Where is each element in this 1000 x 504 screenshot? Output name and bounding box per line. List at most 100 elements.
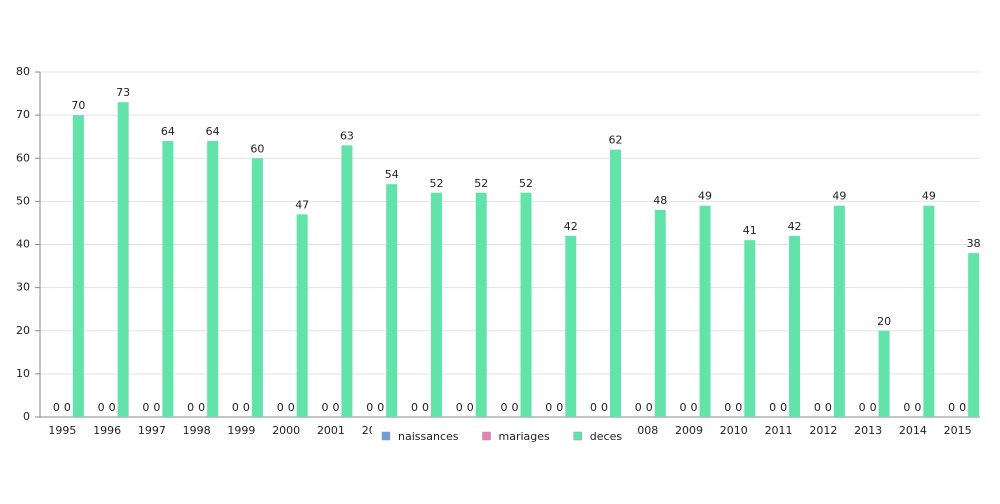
bar	[117, 102, 129, 417]
value-label: 0	[142, 401, 149, 414]
bar	[878, 330, 890, 417]
value-label: 47	[295, 198, 309, 211]
value-label: 0	[332, 401, 339, 414]
value-label: 0	[187, 401, 194, 414]
value-label: 38	[967, 237, 981, 250]
x-tick-label: 1998	[183, 424, 211, 437]
value-label: 0	[98, 401, 105, 414]
value-label: 0	[814, 401, 821, 414]
value-label: 0	[870, 401, 877, 414]
legend-label: mariages	[499, 430, 551, 443]
value-label: 63	[340, 129, 354, 142]
value-label: 0	[501, 401, 508, 414]
value-label: 64	[161, 125, 175, 138]
legend-background	[372, 426, 637, 446]
value-label: 0	[64, 401, 71, 414]
value-label: 52	[429, 177, 443, 190]
bar	[341, 145, 353, 417]
value-label: 0	[859, 401, 866, 414]
bar	[430, 192, 442, 417]
value-label: 0	[724, 401, 731, 414]
y-tick-label: 80	[16, 65, 30, 78]
bar	[296, 214, 308, 417]
value-label: 0	[467, 401, 474, 414]
value-label: 49	[698, 190, 712, 203]
value-label: 0	[456, 401, 463, 414]
value-label: 0	[646, 401, 653, 414]
value-label: 49	[922, 190, 936, 203]
legend-swatch	[573, 431, 583, 441]
value-label: 48	[653, 194, 667, 207]
bar	[520, 192, 532, 417]
bar	[923, 205, 935, 417]
value-label: 0	[153, 401, 160, 414]
bar	[207, 141, 219, 417]
y-tick-label: 30	[16, 281, 30, 294]
value-label: 0	[914, 401, 921, 414]
bar	[833, 205, 845, 417]
x-tick-label: 1997	[138, 424, 166, 437]
value-label: 0	[680, 401, 687, 414]
value-label: 0	[198, 401, 205, 414]
value-label: 0	[590, 401, 597, 414]
value-label: 49	[832, 190, 846, 203]
y-tick-label: 60	[16, 151, 30, 164]
value-label: 54	[385, 168, 399, 181]
bar	[610, 149, 622, 417]
value-label: 64	[206, 125, 220, 138]
x-tick-label: 2014	[899, 424, 927, 437]
x-tick-label: 2001	[317, 424, 345, 437]
legend-swatch	[381, 431, 391, 441]
value-label: 0	[780, 401, 787, 414]
x-tick-label: 2013	[854, 424, 882, 437]
value-label: 0	[377, 401, 384, 414]
value-label: 0	[601, 401, 608, 414]
value-label: 0	[769, 401, 776, 414]
value-label: 0	[243, 401, 250, 414]
value-label: 0	[321, 401, 328, 414]
y-tick-label: 70	[16, 108, 30, 121]
value-label: 70	[71, 99, 85, 112]
x-tick-label: 2012	[809, 424, 837, 437]
x-tick-label: 2000	[272, 424, 300, 437]
x-tick-label: 1999	[227, 424, 255, 437]
y-tick-label: 50	[16, 194, 30, 207]
value-label: 0	[366, 401, 373, 414]
bar	[72, 115, 84, 417]
value-label: 0	[277, 401, 284, 414]
bar	[475, 192, 487, 417]
value-label: 60	[250, 142, 264, 155]
bar	[789, 235, 801, 417]
value-label: 0	[635, 401, 642, 414]
value-label: 0	[109, 401, 116, 414]
value-label: 20	[877, 315, 891, 328]
value-label: 0	[232, 401, 239, 414]
bar	[968, 253, 980, 417]
x-tick-label: 1995	[48, 424, 76, 437]
bar	[162, 141, 174, 417]
value-label: 0	[53, 401, 60, 414]
value-label: 0	[903, 401, 910, 414]
value-label: 0	[288, 401, 295, 414]
x-tick-label: 2008	[630, 424, 658, 437]
value-label: 52	[519, 177, 533, 190]
value-label: 42	[788, 220, 802, 233]
bar	[565, 235, 577, 417]
x-tick-label: 2010	[720, 424, 748, 437]
value-label: 41	[743, 224, 757, 237]
y-tick-label: 0	[23, 410, 30, 423]
value-label: 62	[609, 134, 623, 147]
bar	[744, 240, 756, 417]
value-label: 0	[959, 401, 966, 414]
value-label: 0	[512, 401, 519, 414]
y-tick-label: 20	[16, 324, 30, 337]
value-label: 73	[116, 86, 130, 99]
value-label: 0	[411, 401, 418, 414]
x-tick-label: 2015	[944, 424, 972, 437]
value-label: 0	[422, 401, 429, 414]
value-label: 0	[556, 401, 563, 414]
bar	[654, 210, 666, 417]
x-tick-label: 1996	[93, 424, 121, 437]
bar	[699, 205, 711, 417]
